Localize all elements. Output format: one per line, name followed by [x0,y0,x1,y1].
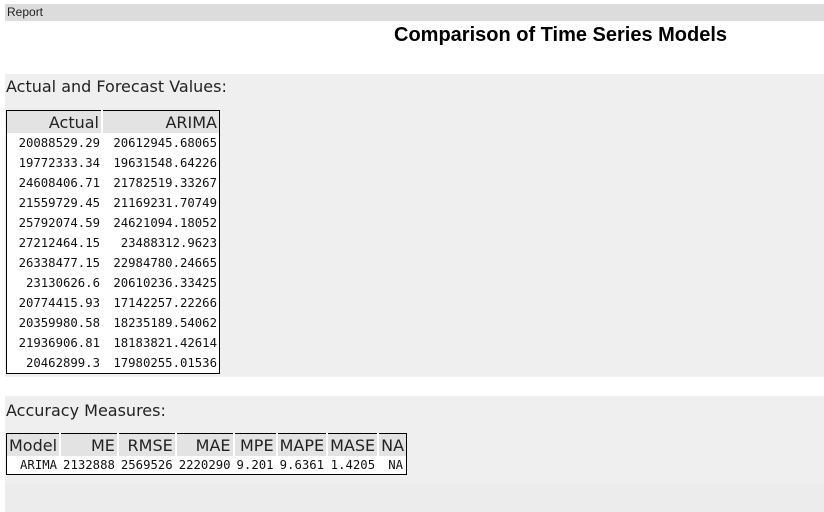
bottom-panel [5,484,824,512]
arima-cell: 18183821.42614 [113,336,217,350]
model-cell: ARIMA [20,458,58,472]
column-header-model: Model [6,433,62,456]
mape-cell: 9.6361 [279,458,325,472]
column-header-actual: Actual [6,110,103,133]
column-header-mae: MAE [175,433,235,456]
column-header-arima: ARIMA [102,110,220,133]
arima-cell: 20612945.68065 [113,136,217,150]
actual-cell: 27212464.15 [18,236,100,250]
mase-cell: 1.4205 [330,458,376,472]
column-header-mape: MAPE [276,433,329,456]
table-row: 20462899.3 17980255.01536 [7,353,220,374]
accuracy-heading: Accuracy Measures: [6,401,166,420]
arima-cell: 22984780.24665 [113,256,217,270]
actual-cell: 26338477.15 [18,256,100,270]
actual-cell: 20088529.29 [18,136,100,150]
table-row: 23130626.6 20610236.33425 [7,273,220,293]
arima-cell: 21782519.33267 [113,176,217,190]
table-row: 26338477.15 22984780.24665 [7,253,220,273]
actual-cell: 20359980.58 [18,316,100,330]
mae-cell: 2220290 [178,458,231,472]
arima-cell: 23488312.9623 [120,236,217,250]
arima-cell: 19631548.64226 [113,156,217,170]
actual-cell: 25792074.59 [18,216,100,230]
rmse-cell: 2569526 [120,458,173,472]
column-header-mase: MASE [327,433,380,456]
page-title: Comparison of Time Series Models [394,24,728,46]
me-cell: 2132888 [63,458,115,472]
table-row: 20088529.29 20612945.68065 [7,133,220,153]
actual-cell: 20774415.93 [18,296,100,310]
table-row: ARIMA 2132888 2569526 2220290 9.201 9.63… [7,456,407,475]
column-header-me: ME [60,433,119,456]
column-header-mpe: MPE [233,433,278,456]
forecast-header-row: Actual ARIMA [6,110,220,133]
table-row: 24608406.71 21782519.33267 [7,173,220,193]
arima-cell: 20610236.33425 [113,276,217,290]
table-row: 25792074.59 24621094.18052 [7,213,220,233]
actual-cell: 21936906.81 [18,336,100,350]
report-tab[interactable]: Report [7,5,44,19]
table-row: 19772333.34 19631548.64226 [7,153,220,173]
actual-cell: 23130626.6 [25,276,100,290]
arima-cell: 24621094.18052 [113,216,217,230]
actual-cell: 20462899.3 [25,356,100,370]
column-header-na: NA [378,433,407,456]
arima-cell: 17980255.01536 [113,356,217,370]
table-row: 20359980.58 18235189.54062 [7,313,220,333]
mpe-cell: 9.201 [236,458,274,472]
forecast-heading: Actual and Forecast Values: [6,77,227,96]
table-row: 21559729.45 21169231.70749 [7,193,220,213]
arima-cell: 21169231.70749 [113,196,217,210]
accuracy-header-row: Model ME RMSE MAE MPE MAPE MASE NA [6,433,407,456]
table-row: 21936906.81 18183821.42614 [7,333,220,353]
arima-cell: 18235189.54062 [113,316,217,330]
actual-cell: 21559729.45 [18,196,100,210]
na-cell: NA [388,458,404,472]
actual-cell: 19772333.34 [18,156,100,170]
table-row: 20774415.93 17142257.22266 [7,293,220,313]
accuracy-panel: Accuracy Measures: Model ME RMSE MAE MPE… [5,396,824,484]
arima-cell: 17142257.22266 [113,296,217,310]
forecast-table: Actual ARIMA 20088529.29 20612945.68065 … [6,110,220,374]
forecast-panel: Actual and Forecast Values: Actual ARIMA… [5,74,824,377]
table-row: 27212464.15 23488312.9623 [7,233,220,253]
accuracy-table: Model ME RMSE MAE MPE MAPE MASE NA ARIMA… [6,433,408,475]
actual-cell: 24608406.71 [18,176,100,190]
column-header-rmse: RMSE [117,433,177,456]
report-tab-bar: Report [5,4,824,21]
